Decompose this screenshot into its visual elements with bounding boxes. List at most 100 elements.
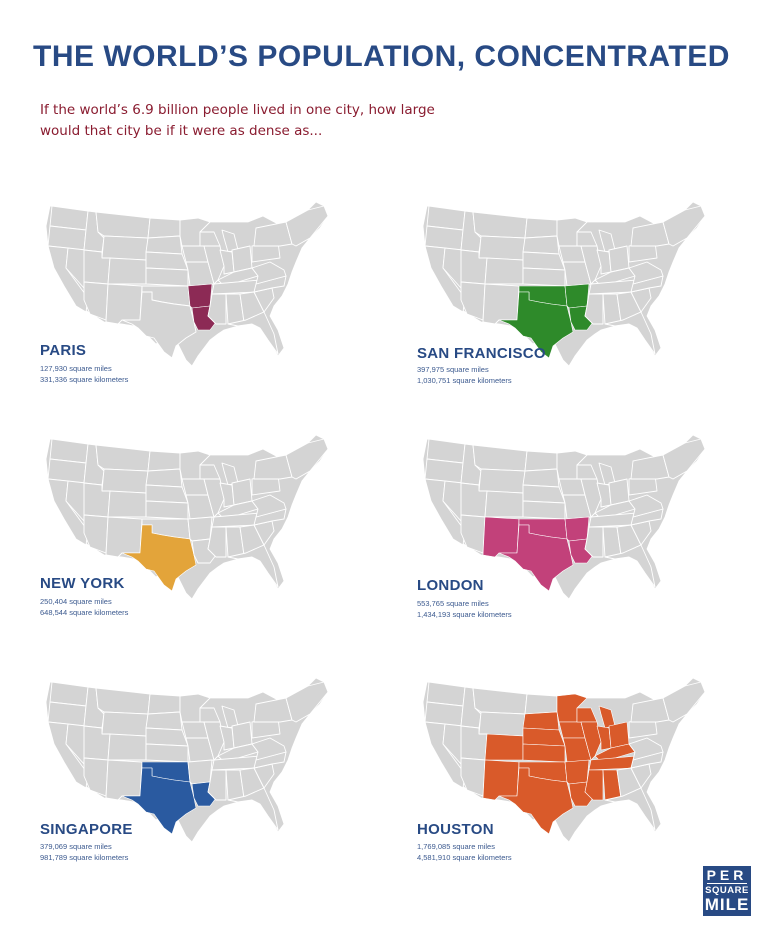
state-wyoming bbox=[101, 711, 149, 737]
state-arkansas bbox=[187, 516, 213, 542]
state-iowa bbox=[181, 245, 209, 263]
state-nebraska bbox=[522, 251, 566, 271]
state-nebraska bbox=[522, 484, 566, 504]
state-new-york bbox=[630, 221, 670, 247]
state-florida bbox=[227, 311, 279, 355]
state-virginia bbox=[628, 494, 664, 518]
state-nebraska bbox=[145, 727, 189, 747]
state-ohio bbox=[608, 478, 630, 506]
state-kansas bbox=[145, 743, 189, 763]
state-new-england bbox=[285, 681, 329, 723]
state-new-england bbox=[662, 438, 706, 480]
state-arkansas bbox=[564, 516, 590, 542]
state-ohio bbox=[231, 721, 253, 749]
state-wyoming bbox=[478, 711, 526, 737]
state-montana bbox=[472, 687, 528, 715]
state-ohio bbox=[231, 245, 253, 273]
state-virginia bbox=[251, 494, 287, 518]
area-km: 1,434,193 square kilometers bbox=[417, 610, 512, 619]
state-new-york bbox=[253, 221, 293, 247]
state-new-mexico bbox=[105, 759, 143, 801]
state-texas bbox=[498, 291, 574, 359]
state-kansas bbox=[522, 500, 566, 520]
city-name: SINGAPORE bbox=[40, 821, 133, 838]
state-wyoming bbox=[101, 468, 149, 494]
state-virginia bbox=[251, 737, 287, 761]
state-indiana bbox=[219, 725, 235, 751]
state-arkansas bbox=[187, 759, 213, 785]
state-south-dakota bbox=[522, 711, 560, 731]
panel-san-francisco: SAN FRANCISCO 397,975 square miles 1,030… bbox=[415, 188, 735, 403]
state-kansas bbox=[522, 267, 566, 287]
state-arkansas bbox=[187, 283, 213, 309]
state-florida bbox=[604, 787, 656, 831]
state-virginia bbox=[628, 737, 664, 761]
state-montana bbox=[95, 687, 151, 715]
state-kansas bbox=[145, 267, 189, 287]
state-new-mexico bbox=[482, 759, 520, 801]
state-north-dakota bbox=[524, 693, 558, 715]
state-north-dakota bbox=[524, 450, 558, 472]
us-map-new-york bbox=[45, 434, 329, 600]
state-nebraska bbox=[145, 251, 189, 271]
per-square-mile-logo: PER SQUARE MILE bbox=[703, 866, 751, 916]
state-new-york bbox=[253, 697, 293, 723]
state-new-mexico bbox=[482, 283, 520, 325]
area-miles: 1,769,085 square miles bbox=[417, 842, 495, 851]
area-km: 1,030,751 square kilometers bbox=[417, 376, 512, 385]
state-south-dakota bbox=[522, 468, 560, 488]
state-virginia bbox=[251, 261, 287, 285]
state-colorado bbox=[484, 490, 524, 518]
panel-singapore: SINGAPORE 379,069 square miles 981,789 s… bbox=[38, 664, 358, 879]
state-florida bbox=[604, 311, 656, 355]
state-texas bbox=[498, 524, 574, 592]
panel-houston: HOUSTON 1,769,085 square miles 4,581,910… bbox=[415, 664, 735, 879]
state-indiana bbox=[219, 482, 235, 508]
state-south-dakota bbox=[522, 235, 560, 255]
state-new-york bbox=[630, 697, 670, 723]
state-florida bbox=[227, 544, 279, 588]
state-wyoming bbox=[101, 235, 149, 261]
state-iowa bbox=[558, 245, 586, 263]
state-new-mexico bbox=[105, 516, 143, 558]
area-miles: 397,975 square miles bbox=[417, 365, 489, 374]
state-south-dakota bbox=[145, 711, 183, 731]
state-ohio bbox=[231, 478, 253, 506]
state-new-mexico bbox=[105, 283, 143, 325]
state-texas bbox=[498, 767, 574, 835]
state-texas bbox=[121, 524, 197, 592]
state-montana bbox=[95, 211, 151, 239]
area-miles: 553,765 square miles bbox=[417, 599, 489, 608]
state-arizona bbox=[83, 281, 109, 321]
state-iowa bbox=[558, 478, 586, 496]
us-map-paris bbox=[45, 201, 329, 367]
state-arizona bbox=[83, 757, 109, 797]
area-miles: 127,930 square miles bbox=[40, 364, 112, 373]
state-arizona bbox=[460, 757, 486, 797]
state-colorado bbox=[107, 733, 147, 761]
panel-london: LONDON 553,765 square miles 1,434,193 sq… bbox=[415, 421, 735, 636]
area-km: 648,544 square kilometers bbox=[40, 608, 129, 617]
state-texas bbox=[121, 291, 197, 359]
state-new-york bbox=[253, 454, 293, 480]
state-virginia bbox=[628, 261, 664, 285]
state-ohio bbox=[608, 721, 630, 749]
city-name: HOUSTON bbox=[417, 821, 494, 838]
state-colorado bbox=[484, 257, 524, 285]
city-name: NEW YORK bbox=[40, 575, 125, 592]
area-km: 331,336 square kilometers bbox=[40, 375, 129, 384]
state-kansas bbox=[522, 743, 566, 763]
state-wyoming bbox=[478, 468, 526, 494]
area-km: 981,789 square kilometers bbox=[40, 853, 129, 862]
area-miles: 379,069 square miles bbox=[40, 842, 112, 851]
state-north-dakota bbox=[147, 450, 181, 472]
state-montana bbox=[472, 444, 528, 472]
state-indiana bbox=[596, 482, 612, 508]
us-map-houston bbox=[422, 677, 706, 843]
state-south-dakota bbox=[145, 468, 183, 488]
us-map-london bbox=[422, 434, 706, 600]
state-nebraska bbox=[145, 484, 189, 504]
state-new-england bbox=[285, 438, 329, 480]
state-iowa bbox=[181, 478, 209, 496]
city-name: SAN FRANCISCO bbox=[417, 345, 546, 362]
